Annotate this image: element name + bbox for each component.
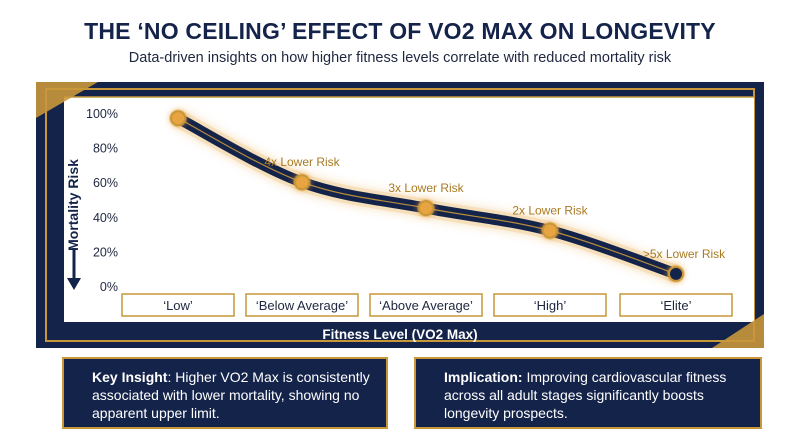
y-tick-label: 0%: [100, 280, 118, 294]
key-insight-callout: Key Insight: Higher VO2 Max is consisten…: [62, 357, 388, 429]
x-tick-label: ‘Below Average’: [256, 298, 348, 313]
point-labels: 4x Lower Risk 3x Lower Risk 2x Lower Risk >…: [264, 155, 726, 261]
chart-subtitle: Data-driven insights on how higher fitne…: [128, 50, 672, 66]
x-axis-label: Fitness Level (VO2 Max): [322, 327, 477, 342]
implication-callout: Implication: Improving cardiovascular fi…: [414, 357, 762, 429]
y-tick-label: 60%: [93, 176, 118, 190]
data-label: 3x Lower Risk: [388, 181, 464, 195]
implication-title: Implication:: [444, 369, 523, 385]
data-label: 2x Lower Risk: [512, 204, 588, 218]
data-point-core: [294, 174, 310, 191]
y-axis-ticks: 0% 20% 40% 60% 80% 100%: [86, 107, 118, 294]
y-tick-label: 80%: [93, 142, 118, 156]
data-point-core: [418, 200, 434, 217]
data-point-core: [542, 222, 558, 239]
x-category-box: [493, 293, 607, 317]
data-point-core: [170, 110, 186, 127]
data-label: >5x Lower Risk: [643, 247, 726, 261]
implication-text: Improving cardiovascular fitness across …: [444, 369, 727, 421]
x-category-box: [619, 293, 733, 317]
data-point-core: [668, 265, 684, 282]
x-category-box: [245, 293, 359, 317]
x-tick-label: ‘Elite’: [660, 298, 691, 313]
frame-decoration-right: [712, 314, 764, 348]
key-insight-text: : Higher VO2 Max is consistently associa…: [92, 369, 370, 421]
frame-decoration-left: [36, 82, 98, 118]
y-tick-label: 20%: [93, 245, 118, 259]
y-axis-label: Mortality Risk: [65, 159, 81, 251]
series-mortality-risk: [169, 109, 685, 283]
x-tick-label: ‘High’: [534, 298, 567, 313]
chart-title: THE ‘NO CEILING’ EFFECT OF VO2 MAX ON LO…: [84, 18, 716, 44]
x-tick-label: ‘Low’: [163, 298, 193, 313]
y-tick-label: 100%: [86, 107, 118, 121]
x-category-box: [369, 293, 483, 317]
x-tick-label: ‘Above Average’: [379, 298, 473, 313]
down-arrow-icon: [67, 248, 81, 290]
y-tick-label: 40%: [93, 211, 118, 225]
data-label: 4x Lower Risk: [264, 155, 340, 169]
key-insight-title: Key Insight: [92, 369, 168, 385]
x-axis-categories: ‘Low’ ‘Below Average’ ‘Above Average’ ‘High…: [121, 293, 733, 317]
x-category-box: [121, 293, 235, 317]
